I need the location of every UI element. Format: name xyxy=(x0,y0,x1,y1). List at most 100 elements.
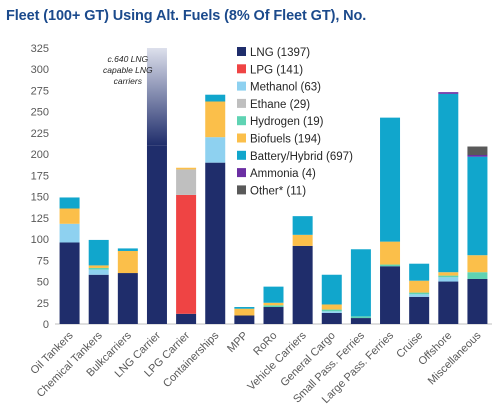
y-tick-label: 50 xyxy=(37,277,49,289)
bar-segment-containerships-lng xyxy=(205,162,226,324)
annotation-line: carriers xyxy=(114,76,143,86)
bar-segment-general-cargo-biofuels xyxy=(321,304,342,310)
bar-segment-miscellaneous-battery-hybrid xyxy=(467,156,488,256)
bar-segment-lpg-carrier-ethane xyxy=(176,169,197,195)
bar-segment-oil-tankers-biofuels xyxy=(59,208,80,224)
legend-label: Battery/Hybrid (697) xyxy=(250,151,353,163)
bar-segment-roro-lng xyxy=(263,307,284,324)
annotation-line: capable LNG xyxy=(103,65,153,75)
bar-segment-miscellaneous-other- xyxy=(467,146,488,156)
x-tick-label: Miscellaneous xyxy=(426,329,484,387)
chart-title: Fleet (100+ GT) Using Alt. Fuels (8% Of … xyxy=(6,8,367,24)
y-tick-label: 325 xyxy=(31,43,49,55)
y-tick-label: 225 xyxy=(31,128,49,140)
legend-swatch xyxy=(237,98,246,108)
y-tick-label: 175 xyxy=(31,170,49,182)
bar-segment-offshore-ammonia xyxy=(438,92,459,94)
bar-segment-cruise-methanol xyxy=(409,294,430,297)
bar-segment-large-pass-ferries-biofuels xyxy=(380,241,401,265)
bar-segment-general-cargo-lng xyxy=(321,312,342,324)
bar-segment-chemical-tankers-hydrogen xyxy=(88,267,109,270)
bar-segment-roro-biofuels xyxy=(263,302,284,306)
bar-segment-small-pass-ferries-battery-hybrid xyxy=(350,249,371,317)
bar-segment-vehicle-carriers-biofuels xyxy=(292,234,313,246)
legend-swatch xyxy=(237,116,246,126)
legend-label: LNG (1397) xyxy=(250,47,310,59)
legend-label: Biofuels (194) xyxy=(250,134,321,146)
legend-swatch xyxy=(237,47,246,56)
bar-segment-containerships-biofuels xyxy=(205,101,226,138)
legend-swatch xyxy=(237,168,246,178)
bar-segment-oil-tankers-battery-hybrid xyxy=(59,197,80,209)
bar-segment-oil-tankers-lng xyxy=(59,242,80,324)
legend-swatch xyxy=(237,150,246,160)
bar-segment-miscellaneous-hydrogen xyxy=(467,272,488,279)
bar-segment-mpp-lng xyxy=(234,315,255,324)
y-tick-label: 150 xyxy=(31,192,49,204)
y-tick-label: 300 xyxy=(31,64,49,76)
legend-swatch xyxy=(237,133,246,143)
legend-label: Hydrogen (19) xyxy=(250,116,324,128)
y-tick-label: 275 xyxy=(31,85,49,97)
y-tick-label: 250 xyxy=(31,107,49,119)
bar-segment-oil-tankers-methanol xyxy=(59,223,80,243)
legend-swatch xyxy=(237,185,246,195)
bar-segment-miscellaneous-lng xyxy=(467,278,488,324)
bar-segment-containerships-battery-hybrid xyxy=(205,94,226,102)
bar-segment-cruise-lng xyxy=(409,296,430,324)
bar-segment-mpp-battery-hybrid xyxy=(234,307,255,309)
bar-segment-miscellaneous-biofuels xyxy=(467,255,488,273)
bar-segment-containerships-methanol xyxy=(205,137,226,163)
bar-segment-bulkcarriers-biofuels xyxy=(117,250,138,274)
y-tick-label: 100 xyxy=(31,234,49,246)
bar-segment-offshore-lng xyxy=(438,281,459,324)
legend-label: Other* (11) xyxy=(250,185,306,197)
bar-segment-large-pass-ferries-battery-hybrid xyxy=(380,117,401,242)
y-tick-label: 25 xyxy=(37,298,49,310)
bar-segment-roro-battery-hybrid xyxy=(263,286,284,303)
bar-segment-lpg-carrier-biofuels xyxy=(176,167,197,170)
bar-segment-general-cargo-battery-hybrid xyxy=(321,274,342,305)
legend-swatch xyxy=(237,81,246,91)
bar-lng-capable-extension xyxy=(146,48,167,146)
bar-segment-offshore-hydrogen xyxy=(438,275,459,278)
bar-segment-offshore-biofuels xyxy=(438,272,459,276)
bar-segment-general-cargo-methanol xyxy=(321,311,342,313)
bar-segment-small-pass-ferries-lng xyxy=(350,318,371,324)
y-tick-label: 75 xyxy=(37,255,49,267)
bar-segment-lng-carrier-lng xyxy=(146,145,167,324)
bar-segment-chemical-tankers-biofuels xyxy=(88,265,109,268)
y-tick-label: 0 xyxy=(43,319,49,331)
bar-segment-general-cargo-hydrogen xyxy=(321,309,342,312)
y-tick-label: 125 xyxy=(31,213,49,225)
bar-segment-chemical-tankers-battery-hybrid xyxy=(88,239,109,266)
bar-segment-cruise-battery-hybrid xyxy=(409,263,430,281)
legend-swatch xyxy=(237,64,246,74)
bar-segment-bulkcarriers-battery-hybrid xyxy=(117,248,138,251)
bar-segment-lpg-carrier-lng xyxy=(176,313,197,324)
x-tick-label: MPP xyxy=(225,330,250,355)
legend-label: Ammonia (4) xyxy=(250,168,316,180)
bar-segment-offshore-methanol xyxy=(438,277,459,282)
bar-segment-chemical-tankers-lng xyxy=(88,274,109,324)
bar-segment-chemical-tankers-methanol xyxy=(88,269,109,275)
y-tick-label: 200 xyxy=(31,149,49,161)
annotation-line: c.640 LNG xyxy=(108,54,149,64)
bar-segment-roro-hydrogen xyxy=(263,305,284,308)
bar-segment-vehicle-carriers-battery-hybrid xyxy=(292,216,313,235)
bar-segment-cruise-hydrogen xyxy=(409,292,430,295)
bar-segment-vehicle-carriers-lng xyxy=(292,245,313,324)
bar-segment-mpp-biofuels xyxy=(234,308,255,316)
bar-segment-miscellaneous-ammonia xyxy=(467,155,488,157)
legend-label: Methanol (63) xyxy=(250,82,321,94)
legend-label: LPG (141) xyxy=(250,64,303,76)
bar-segment-lpg-carrier-lpg xyxy=(176,194,197,314)
bar-segment-bulkcarriers-lng xyxy=(117,273,138,324)
bar-segment-cruise-biofuels xyxy=(409,280,430,293)
bar-segment-large-pass-ferries-lng xyxy=(380,266,401,324)
bar-segment-offshore-battery-hybrid xyxy=(438,93,459,273)
bar-segment-large-pass-ferries-hydrogen xyxy=(380,264,401,267)
legend-label: Ethane (29) xyxy=(250,99,310,111)
bar-segment-small-pass-ferries-hydrogen xyxy=(350,316,371,319)
